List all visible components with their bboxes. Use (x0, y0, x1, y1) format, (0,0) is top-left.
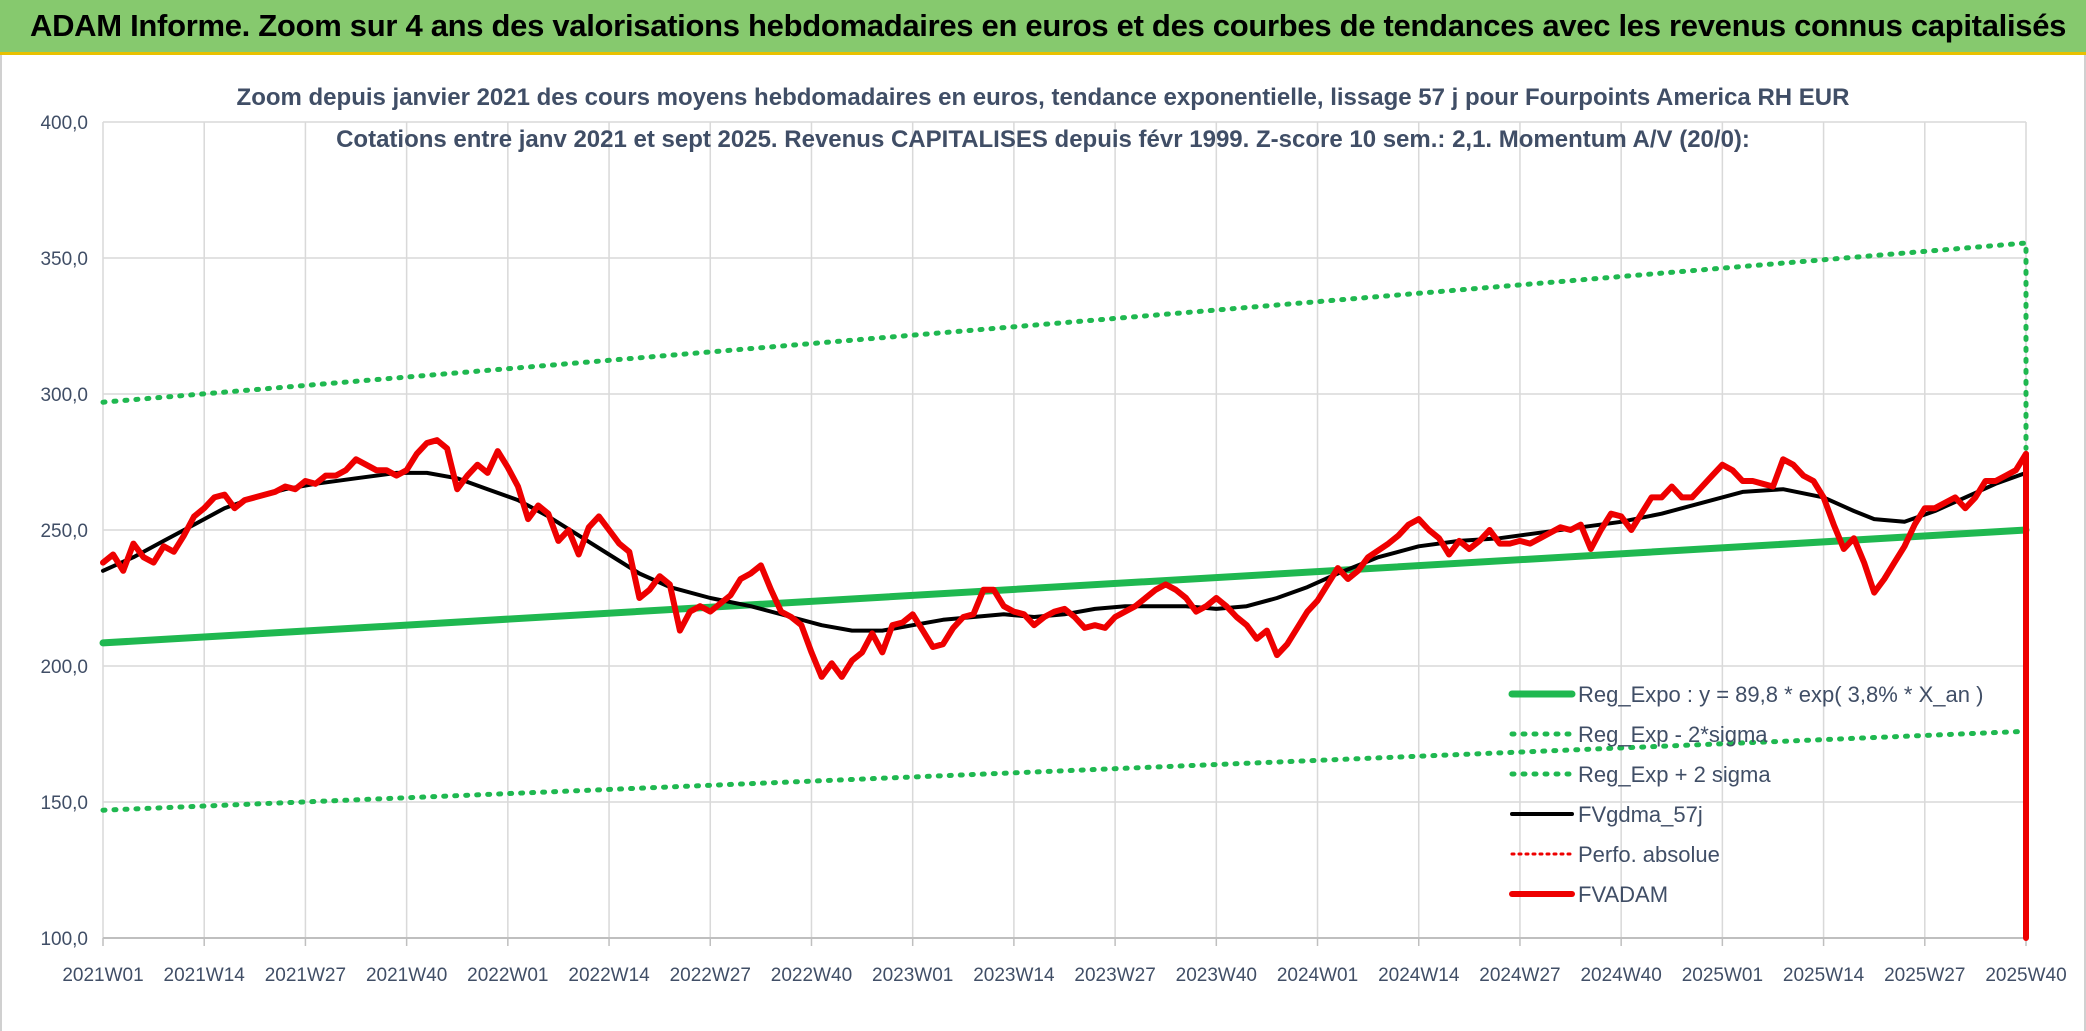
legend-label: Reg_Exp - 2*sigma (1578, 722, 1768, 747)
legend-label: Reg_Exp + 2 sigma (1578, 762, 1771, 787)
grid (102, 121, 2027, 946)
reg-exp-minus-2sigma-line (100, 728, 2029, 813)
reg-expo-line (99, 526, 2030, 647)
header-title: ADAM Informe. Zoom sur 4 ans des valoris… (30, 8, 2067, 43)
x-tick-label: 2022W27 (670, 965, 751, 986)
x-axis-ticks: 2021W01 2021W14 2021W27 2021W40 2022W01 2022W… (62, 965, 2066, 986)
series-layer (99, 240, 2030, 941)
x-tick-label: 2023W40 (1176, 965, 1257, 986)
x-tick-label: 2024W27 (1479, 965, 1560, 986)
x-tick-label: 2025W01 (1682, 965, 1763, 986)
x-tick-label: 2024W01 (1277, 965, 1358, 986)
legend-label: Perfo. absolue (1578, 842, 1720, 867)
x-tick-label: 2021W14 (164, 965, 246, 986)
header-banner: ADAM Informe. Zoom sur 4 ans des valoris… (0, 0, 2086, 55)
x-tick-label: 2021W40 (366, 965, 447, 986)
y-tick-label: 100,0 (40, 929, 88, 950)
fvadam-line (100, 437, 2029, 941)
legend-label: FVgdma_57j (1578, 802, 1703, 827)
chart-frame (0, 55, 2086, 1031)
y-tick-label: 300,0 (40, 385, 88, 406)
legend: Reg_Expo : y = 89,8 * exp( 3,8% * X_an )… (1508, 682, 1983, 907)
x-tick-label: 2025W14 (1783, 965, 1865, 986)
x-tick-label: 2024W14 (1378, 965, 1460, 986)
x-tick-label: 2025W40 (1985, 965, 2066, 986)
legend-label: Reg_Expo : y = 89,8 * exp( 3,8% * X_an ) (1578, 682, 1983, 707)
fvgdma-57j-line (101, 470, 2028, 633)
x-tick-label: 2021W27 (265, 965, 346, 986)
y-tick-label: 350,0 (40, 249, 88, 270)
y-tick-label: 400,0 (40, 113, 88, 134)
y-axis-ticks: 100,0 150,0 200,0 250,0 300,0 350,0 400,0 (40, 113, 88, 950)
chart-title: Zoom depuis janvier 2021 des cours moyen… (236, 84, 1850, 111)
x-tick-label: 2023W01 (872, 965, 953, 986)
x-tick-label: 2023W14 (973, 965, 1055, 986)
x-tick-label: 2024W40 (1580, 965, 1661, 986)
y-tick-label: 150,0 (40, 793, 88, 814)
x-tick-label: 2023W27 (1074, 965, 1155, 986)
x-tick-label: 2022W40 (771, 965, 852, 986)
x-tick-label: 2022W14 (568, 965, 650, 986)
x-tick-label: 2021W01 (62, 965, 143, 986)
chart-subtitle: Cotations entre janv 2021 et sept 2025. … (336, 126, 1750, 153)
x-tick-label: 2025W27 (1884, 965, 1965, 986)
y-tick-label: 200,0 (40, 657, 88, 678)
legend-label: FVADAM (1578, 882, 1668, 907)
y-tick-label: 250,0 (40, 521, 88, 542)
reg-exp-plus-2sigma-line (100, 240, 2029, 451)
x-tick-label: 2022W01 (467, 965, 548, 986)
